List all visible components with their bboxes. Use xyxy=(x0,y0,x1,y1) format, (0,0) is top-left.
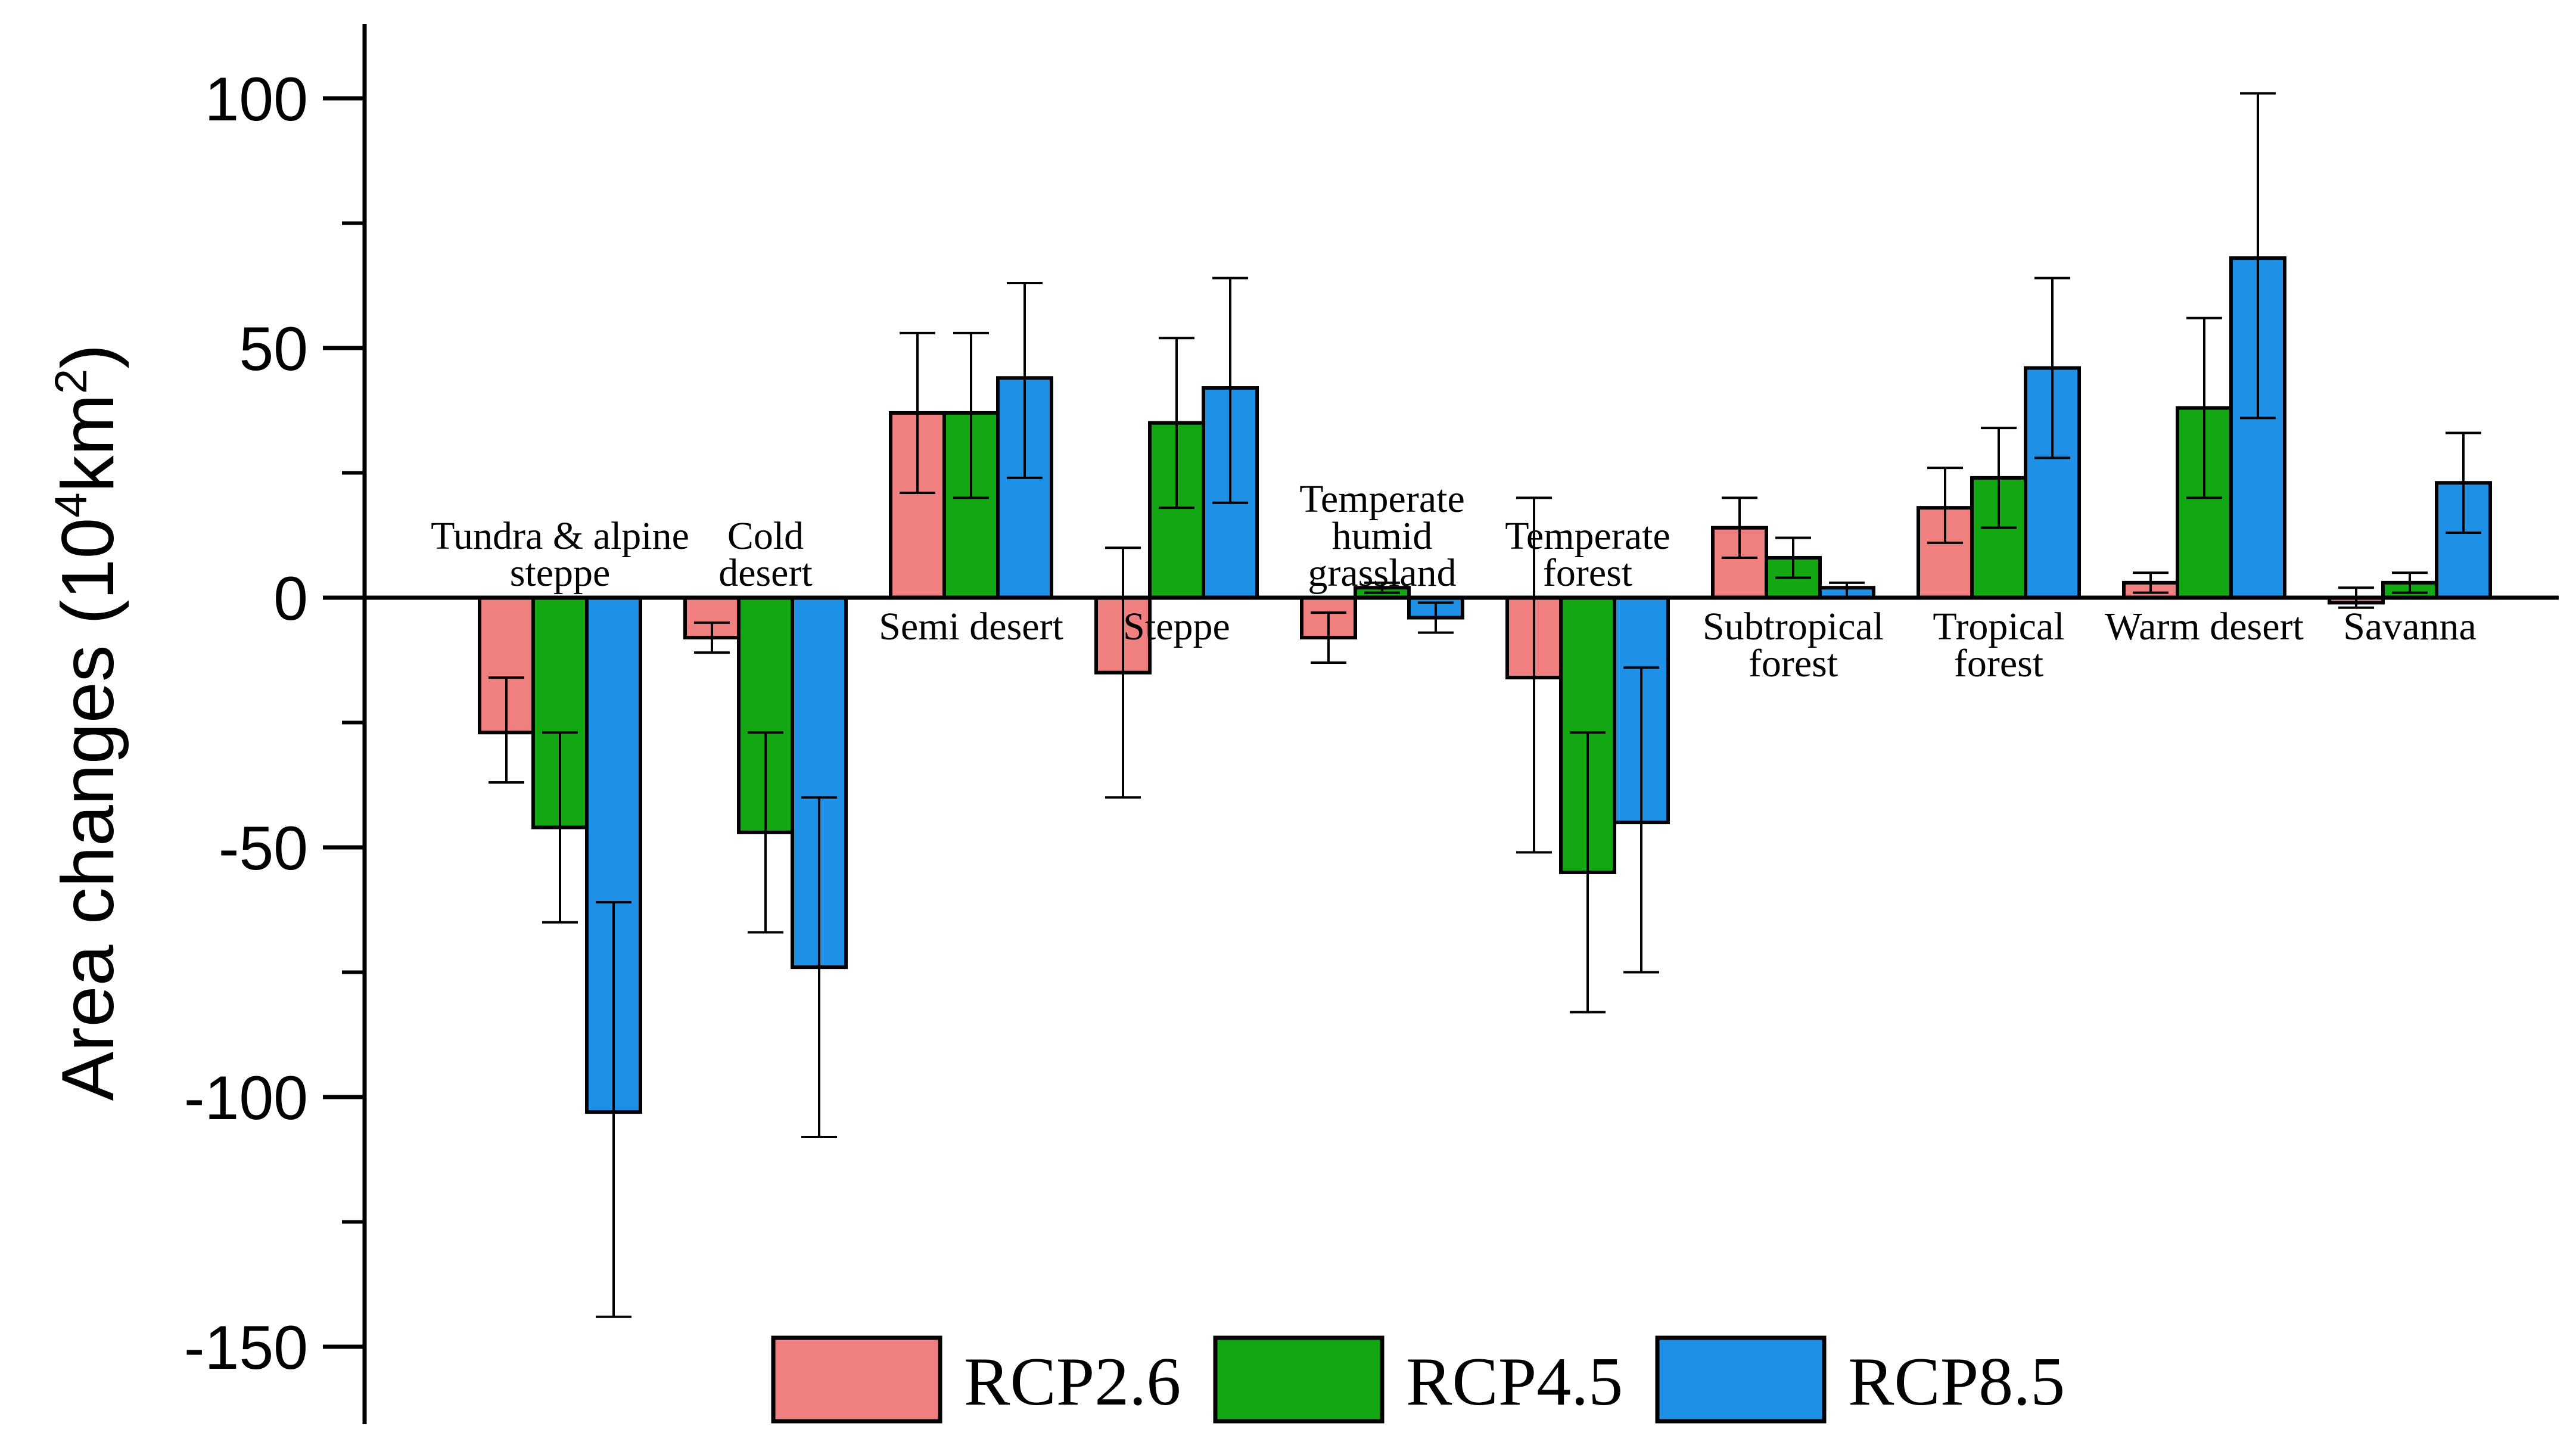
y-tick-label: -150 xyxy=(184,1313,308,1382)
category-label-line: Subtropical xyxy=(1703,605,1884,648)
category-label-line: Temperate xyxy=(1505,514,1670,558)
category-label: Temperate humid grassland xyxy=(1299,477,1465,595)
axes-layer xyxy=(362,24,2559,1424)
y-tick-label: 0 xyxy=(273,564,308,633)
legend-label: RCP2.6 xyxy=(964,1344,1181,1420)
category-label-line: Temperate xyxy=(1299,477,1465,521)
bars-layer xyxy=(478,256,2492,1114)
legend-swatch-rcp4-5 xyxy=(1213,1335,1385,1424)
legend-label: RCP4.5 xyxy=(1406,1344,1623,1420)
y-axis-title-end: ) xyxy=(47,344,129,368)
category-label-line: forest xyxy=(1749,642,1838,685)
legend-label: RCP8.5 xyxy=(1848,1344,2065,1420)
legend-swatch-rcp8-5 xyxy=(1655,1335,1827,1424)
legend: RCP2.6 RCP4.5 RCP8.5 xyxy=(771,1335,2065,1424)
y-tick-label: -50 xyxy=(219,814,308,883)
category-label-line: Warm desert xyxy=(2105,605,2304,648)
y-tick-label: 50 xyxy=(239,315,308,384)
category-label: Temperate forest xyxy=(1505,514,1670,595)
y-axis-title-sup-1: 4 xyxy=(46,492,97,517)
error-bars-layer xyxy=(489,92,2481,1318)
category-label: Warm desert xyxy=(2105,605,2304,648)
category-label-line: steppe xyxy=(510,551,611,595)
category-label-line: Steppe xyxy=(1123,605,1230,648)
category-label: Steppe xyxy=(1123,605,1230,648)
y-tick-label: 100 xyxy=(204,65,308,134)
category-label-line: grassland xyxy=(1308,551,1456,595)
category-label: Tundra & alpine steppe xyxy=(431,514,689,595)
y-axis-title: Area changes (104km2) xyxy=(46,344,129,1101)
category-label-line: forest xyxy=(1543,551,1632,595)
category-label-line: humid xyxy=(1332,514,1433,558)
category-label: Semi desert xyxy=(879,605,1063,648)
y-axis-title-part: Area changes (10 xyxy=(47,518,129,1101)
category-label-line: Tropical xyxy=(1933,605,2064,648)
bar-rcp8-5 xyxy=(2229,256,2286,600)
category-label-line: desert xyxy=(718,551,813,595)
category-label-line: Savanna xyxy=(2343,605,2477,648)
y-axis-title-sup-2: 2 xyxy=(46,369,97,394)
legend-swatch-rcp2-6 xyxy=(771,1335,942,1424)
category-label-line: Tundra & alpine xyxy=(431,514,689,558)
category-label-line: forest xyxy=(1954,642,2043,685)
category-label: Cold desert xyxy=(718,514,813,595)
category-labels-layer: Tundra & alpine steppe Cold desert Semi dese… xyxy=(431,477,2477,685)
category-label: Tropical forest xyxy=(1933,605,2064,685)
y-tick-label: -100 xyxy=(184,1064,308,1133)
y-ticks-layer: 100 50 0 -50 -100 -150 xyxy=(184,65,365,1382)
category-label: Savanna xyxy=(2343,605,2477,648)
y-axis-title-mid: km xyxy=(47,394,129,492)
category-label-line: Cold xyxy=(727,514,804,558)
category-label: Subtropical forest xyxy=(1703,605,1884,685)
category-label-line: Semi desert xyxy=(879,605,1063,648)
